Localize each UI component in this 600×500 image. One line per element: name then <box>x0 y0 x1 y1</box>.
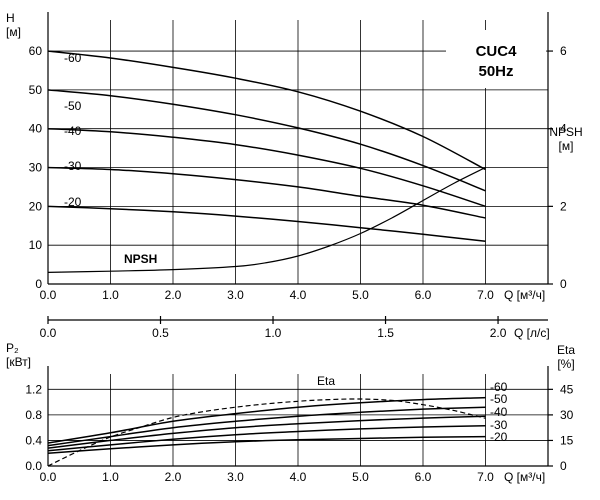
series-curve-60 <box>47 50 486 171</box>
y-tick-label: 30 <box>29 161 43 175</box>
series-curve-40 <box>47 127 486 208</box>
y-tick-label: 0.0 <box>25 459 42 473</box>
y2-tick-label: 6 <box>560 44 567 58</box>
flow-ls-tick-label: 1.0 <box>265 326 282 340</box>
x-tick-label: 4.0 <box>290 470 307 484</box>
series-label: -60 <box>490 380 508 394</box>
series-label: -60 <box>64 51 82 65</box>
series-label: -30 <box>64 159 82 173</box>
y-tick-label: 0 <box>35 277 42 291</box>
series-label: -40 <box>490 405 508 419</box>
y2-axis-label: NPSH <box>549 125 582 139</box>
series-label: -30 <box>490 418 508 432</box>
y2-tick-label: 30 <box>560 408 574 422</box>
y2-tick-label: 0 <box>560 459 567 473</box>
y-tick-label: 1.2 <box>25 382 42 396</box>
y-tick-label: 0.8 <box>25 408 42 422</box>
chart-title: CUC4 <box>476 43 517 60</box>
x-tick-label: 1.0 <box>102 470 119 484</box>
y-tick-label: 20 <box>29 199 43 213</box>
y-tick-label: 0.4 <box>25 433 42 447</box>
flow-ls-tick-label: 2.0 <box>490 326 507 340</box>
head-npsh-chart: 0.0 1.0 2.0 3.0 4.0 5.0 6.0 7.0 0 10 20 30 40 50 60 0 2 4… <box>6 11 583 302</box>
series-curve-20 <box>47 435 486 454</box>
power-efficiency-chart: 0.0 1.0 2.0 3.0 4.0 5.0 6.0 7.0 0.0 0.4 0.8 1.2 0 15 3… <box>6 341 575 484</box>
x-tick-label: 7.0 <box>477 288 494 302</box>
series-curve-npsh <box>47 166 486 273</box>
x-tick-label: 2.0 <box>165 288 182 302</box>
x-tick-label: 6.0 <box>415 288 432 302</box>
y2-tick-label: 4 <box>560 122 567 136</box>
y-tick-label: 50 <box>29 83 43 97</box>
y-tick-label: 40 <box>29 122 43 136</box>
series-label: -40 <box>64 124 82 138</box>
x-tick-label: 7.0 <box>477 470 494 484</box>
series-label: -50 <box>490 392 508 406</box>
series-curve-20 <box>47 205 486 243</box>
y-axis-label: H <box>6 11 15 25</box>
x-tick-label: 3.0 <box>227 288 244 302</box>
y2-axis-label: Eta <box>557 343 575 357</box>
flow-ls-axis-label: Q [л/с] <box>514 326 550 340</box>
x-tick-label: 1.0 <box>102 288 119 302</box>
y-axis-label: P₂ <box>6 341 19 355</box>
y-tick-label: 60 <box>29 44 43 58</box>
flow-ls-scale: 0.0 0.5 1.0 1.5 2.0 Q [л/с] <box>40 316 550 340</box>
series-curve-60 <box>47 396 486 444</box>
series-curve-eta <box>47 398 486 467</box>
x-tick-label: 5.0 <box>352 470 369 484</box>
x-tick-label: 2.0 <box>165 470 182 484</box>
chart-title-box <box>446 30 546 88</box>
x-tick-label: 6.0 <box>415 470 432 484</box>
series-curve-50 <box>47 406 486 447</box>
x-tick-label: 3.0 <box>227 470 244 484</box>
y-axis-label: [м] <box>6 25 21 39</box>
x-tick-label: 5.0 <box>352 288 369 302</box>
y2-tick-label: 0 <box>560 277 567 291</box>
y2-tick-label: 45 <box>560 382 574 396</box>
series-label: -20 <box>64 195 82 209</box>
series-label: -50 <box>64 99 82 113</box>
y2-tick-label: 15 <box>560 433 574 447</box>
series-label: Eta <box>317 374 335 388</box>
x-tick-label: 0.0 <box>40 470 57 484</box>
flow-ls-tick-label: 0.5 <box>152 326 169 340</box>
series-curve-50 <box>47 89 486 192</box>
y2-axis-label: [%] <box>557 357 574 371</box>
y2-axis-label: [м] <box>559 139 574 153</box>
series-curve-30 <box>47 425 486 452</box>
series-curve-40 <box>47 415 486 449</box>
y-axis-label: [кВт] <box>6 355 31 369</box>
series-label: NPSH <box>124 252 157 266</box>
flow-ls-tick-label: 1.5 <box>377 326 394 340</box>
chart-title: 50Hz <box>478 63 513 80</box>
y-tick-label: 10 <box>29 238 43 252</box>
x-axis-label: Q [м³/ч] <box>504 470 545 484</box>
x-tick-label: 4.0 <box>290 288 307 302</box>
y2-tick-label: 2 <box>560 199 567 213</box>
flow-ls-tick-label: 0.0 <box>40 326 57 340</box>
x-axis-label: Q [м³/ч] <box>504 288 545 302</box>
x-tick-label: 0.0 <box>40 288 57 302</box>
series-label: -20 <box>490 430 508 444</box>
series-curve-30 <box>47 166 486 219</box>
